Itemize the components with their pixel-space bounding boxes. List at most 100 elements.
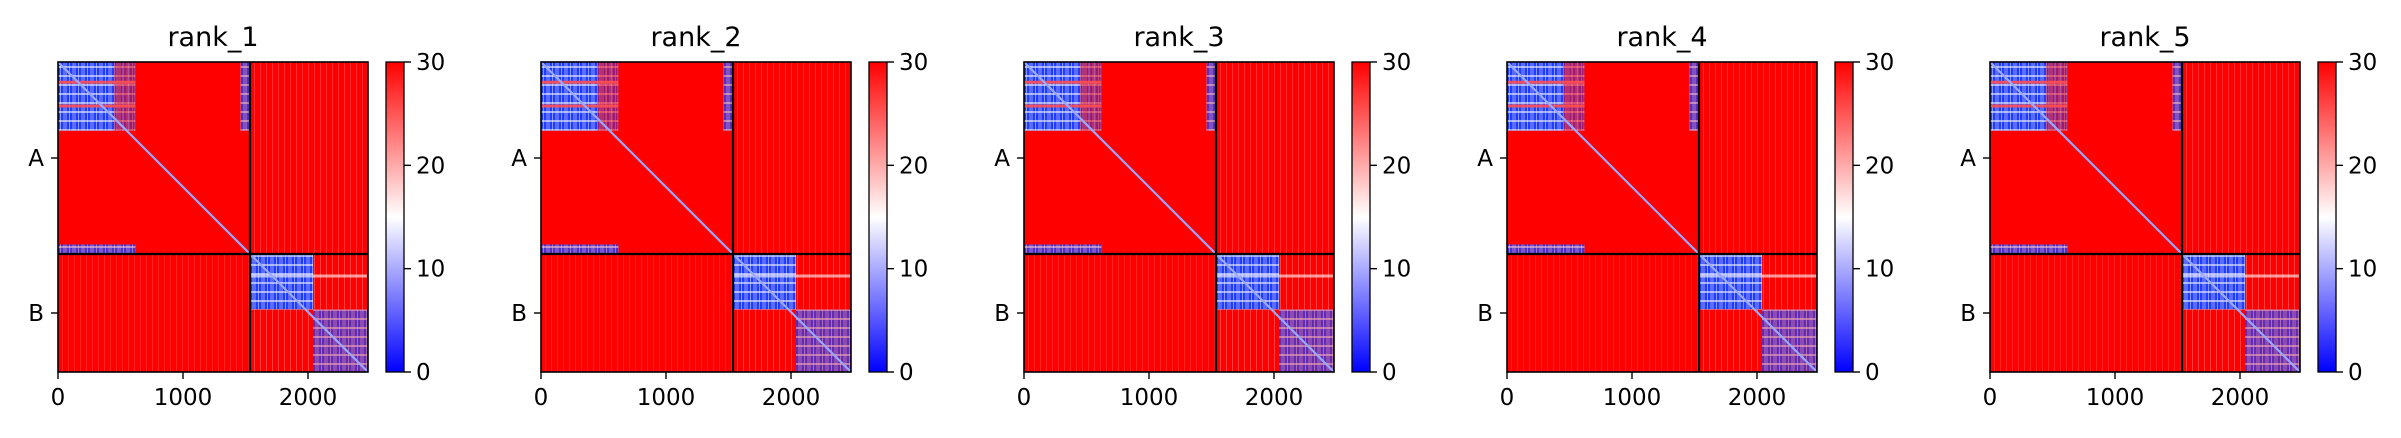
heatmap-block-a-lower-strip (541, 244, 619, 254)
x-tick-label: 0 (1983, 385, 1998, 411)
colorbar-tick-label: 30 (2348, 50, 2377, 76)
heatmap-diagonal (1989, 61, 2301, 373)
x-tick-label: 1000 (1603, 385, 1662, 411)
colorbar (869, 62, 887, 372)
colorbar-tick-label: 20 (899, 153, 928, 179)
y-tick-label: A (28, 146, 44, 172)
y-tick-label: A (994, 146, 1010, 172)
x-tick-label: 0 (51, 385, 66, 411)
heatmap-block-a-edge (2172, 62, 2182, 131)
colorbar-tick-label: 10 (899, 257, 928, 283)
colorbar-tick-label: 10 (1382, 257, 1411, 283)
y-tick-label: A (1477, 146, 1493, 172)
heatmap-interchain-ba (1024, 254, 1216, 372)
heatmap-block-b-offdiag (250, 309, 313, 372)
colorbar-tick-label: 20 (1865, 153, 1894, 179)
colorbar-tick-label: 20 (416, 153, 445, 179)
heatmap-block-b-offdiag (2245, 254, 2300, 310)
x-tick-label: 1000 (154, 385, 213, 411)
axes-frame (1989, 61, 2301, 373)
y-tick-label: B (28, 301, 44, 327)
axes-frame (1506, 61, 1818, 373)
x-tick-label: 0 (1017, 385, 1032, 411)
heatmap-block-b-offdiag (796, 254, 851, 310)
heatmap-diagonal (57, 61, 369, 373)
heatmap-interchain-ba (1507, 254, 1699, 372)
y-tick-label: B (1960, 301, 1976, 327)
x-tick-label: 1000 (1120, 385, 1179, 411)
heatmap-block-a-line (58, 104, 136, 108)
panel-2: rank_2 0 1000 2000 A B 0 10 20 30 (511, 22, 928, 411)
panel-title: rank_3 (1133, 22, 1224, 53)
heatmap-block-b-offdiag (733, 309, 796, 372)
heatmap-block-b-line (733, 274, 851, 278)
heatmap-block-a-line (1990, 104, 2068, 108)
colorbar-frame (2317, 61, 2337, 373)
heatmap-diagonal (1023, 61, 1335, 373)
heatmap-block-a-gap (114, 62, 136, 131)
heatmap-block-b-offdiag (1279, 254, 1334, 310)
colorbar (386, 62, 404, 372)
axes-frame (1023, 61, 1335, 373)
y-tick-label: A (511, 146, 527, 172)
heatmap-interchain-ba (58, 254, 250, 372)
heatmap-block-b-offdiag (313, 254, 368, 310)
heatmap-block-b-offdiag (2182, 309, 2245, 372)
colorbar-tick-label: 30 (1865, 50, 1894, 76)
heatmap-diagonal (1506, 61, 1818, 373)
colorbar-tick-label: 0 (1865, 360, 1880, 386)
panel-title: rank_4 (1616, 22, 1707, 53)
colorbar-tick-label: 0 (899, 360, 914, 386)
heatmap-block-a-line (1024, 104, 1102, 108)
heatmap-block-a-line (1024, 80, 1102, 84)
x-tick-label: 2000 (2211, 385, 2270, 411)
heatmap-diagonal (540, 61, 852, 373)
heatmap-block-b-offdiag (1699, 309, 1762, 372)
panel-3: rank_3 0 1000 2000 A B 0 10 20 30 (994, 22, 1411, 411)
colorbar-frame (1351, 61, 1371, 373)
panel-title: rank_2 (650, 22, 741, 53)
colorbar (1835, 62, 1853, 372)
y-tick-label: B (511, 301, 527, 327)
colorbar (1352, 62, 1370, 372)
heatmap-interchain-ab (1216, 62, 1334, 254)
heatmap-block-a-gap (1563, 62, 1585, 131)
colorbar-tick-label: 10 (1865, 257, 1894, 283)
y-tick-label: B (1477, 301, 1493, 327)
heatmap-block-b-line (250, 274, 368, 278)
panel-5: rank_5 0 1000 2000 A B 0 10 20 30 (1960, 22, 2377, 411)
heatmap-block-a-lower-strip (58, 244, 136, 254)
heatmap-interchain-ab (2182, 62, 2300, 254)
x-tick-label: 0 (534, 385, 549, 411)
x-tick-label: 2000 (1728, 385, 1787, 411)
x-tick-label: 0 (1500, 385, 1515, 411)
y-tick-label: A (1960, 146, 1976, 172)
colorbar-tick-label: 0 (416, 360, 431, 386)
heatmap-block-b-line (1216, 274, 1334, 278)
heatmap-block-a-edge (1689, 62, 1699, 131)
colorbar-tick-label: 20 (2348, 153, 2377, 179)
heatmap-block-a-lower-strip (1990, 244, 2068, 254)
heatmap-block-a-lower-strip (1507, 244, 1585, 254)
heatmap-block-a-edge (240, 62, 250, 131)
panel-4: rank_4 0 1000 2000 A B 0 10 20 30 (1477, 22, 1894, 411)
x-tick-label: 2000 (279, 385, 338, 411)
colorbar-tick-label: 30 (1382, 50, 1411, 76)
x-tick-label: 2000 (1245, 385, 1304, 411)
heatmap-block-a-line (541, 104, 619, 108)
heatmap-block-a-edge (1206, 62, 1216, 131)
axes-frame (540, 61, 852, 373)
colorbar (2318, 62, 2336, 372)
heatmap-block-a-line (1507, 104, 1585, 108)
heatmap-block-a-gap (597, 62, 619, 131)
heatmap-block-b-offdiag (1762, 254, 1817, 310)
y-tick-label: B (994, 301, 1010, 327)
colorbar-frame (385, 61, 405, 373)
heatmap-interchain-ba (1990, 254, 2182, 372)
x-tick-label: 1000 (637, 385, 696, 411)
heatmap-block-b-line (2182, 274, 2300, 278)
heatmap-block-a-gap (2046, 62, 2068, 131)
heatmap-interchain-ab (733, 62, 851, 254)
